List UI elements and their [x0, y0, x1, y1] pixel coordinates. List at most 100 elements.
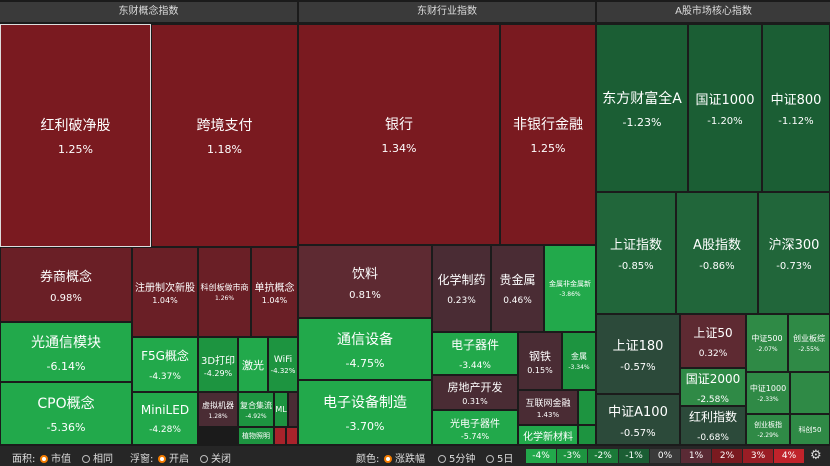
tile-change: -4.92%	[245, 412, 267, 420]
control-label: 颜色:	[356, 454, 380, 465]
tile-change: 0.32%	[698, 348, 728, 359]
treemap-tile[interactable]: MiniLED -4.28%	[132, 392, 198, 445]
tile-name: 电子设备制造	[323, 395, 407, 411]
tile-name: 创业板综	[793, 334, 825, 343]
treemap-tile[interactable]: 东方财富全A -1.23%	[596, 24, 688, 192]
tile-change: -2.55%	[798, 346, 820, 353]
tile-change: 1.18%	[207, 143, 242, 156]
treemap-tile[interactable]: 创业板指 -2.29%	[746, 414, 790, 445]
tile-change: 1.43%	[536, 411, 560, 419]
treemap-tile[interactable]: 科创50	[790, 414, 830, 445]
control-label: 浮窗:	[130, 454, 154, 465]
treemap-tile[interactable]: 券商概念 0.98%	[0, 247, 132, 322]
tile-name: 科创板做市商	[200, 283, 249, 292]
treemap-tile[interactable]: 中证1000 -2.33%	[746, 372, 790, 414]
treemap-tile[interactable]: 单抗概念 1.04%	[251, 247, 298, 337]
tile-name: 注册制次新股	[135, 283, 195, 294]
tile-change: -2.07%	[756, 346, 778, 353]
treemap-tile-small	[286, 427, 298, 445]
treemap-tile[interactable]: 银行 1.34%	[298, 24, 500, 245]
treemap-tile[interactable]: 红利破净股 1.25%	[0, 24, 151, 247]
treemap-tile[interactable]: CPO概念 -5.36%	[0, 382, 132, 445]
treemap-tile[interactable]: 植物照明	[238, 427, 274, 445]
control-label: 面积:	[12, 454, 36, 465]
treemap-tile[interactable]: 化学制药 0.23%	[432, 245, 491, 332]
radio-option[interactable]: 5日	[486, 450, 513, 465]
tile-change: -3.86%	[559, 291, 581, 298]
treemap-tile[interactable]: 沪深300 -0.73%	[758, 192, 830, 314]
tile-name: 跨境支付	[196, 118, 253, 134]
treemap-tile[interactable]: 电子设备制造 -3.70%	[298, 380, 432, 445]
treemap-tile[interactable]: 上证180 -0.57%	[596, 314, 680, 394]
tile-name: 饮料	[351, 266, 378, 282]
treemap-tile-small	[790, 372, 830, 414]
treemap-tile[interactable]: 房地产开发 0.31%	[432, 375, 518, 410]
radio-option[interactable]: 5分钟	[438, 450, 475, 465]
treemap-tile[interactable]: 创业板综 -2.55%	[788, 314, 830, 372]
treemap-tile[interactable]: 光通信模块 -6.14%	[0, 322, 132, 382]
tile-change: 1.25%	[58, 143, 93, 156]
tile-change: 0.23%	[447, 296, 476, 306]
treemap-tile[interactable]: F5G概念 -4.37%	[132, 337, 198, 392]
radio-option[interactable]: 相同	[82, 450, 113, 465]
treemap-tile[interactable]: 钢铁 0.15%	[518, 332, 562, 390]
treemap-tile[interactable]: 电子器件 -3.44%	[432, 332, 518, 375]
settings-icon[interactable]: ⚙	[810, 448, 822, 463]
treemap-tile[interactable]: 国证2000 -2.58%	[680, 368, 746, 406]
treemap-tile[interactable]: 光电子器件 -5.74%	[432, 410, 518, 445]
tile-name: 上证指数	[609, 238, 662, 253]
option-text: 开启	[169, 454, 189, 465]
radio-option[interactable]: 关闭	[200, 450, 231, 465]
treemap-tile[interactable]: 金属非金属新 -3.86%	[544, 245, 596, 332]
tile-change: -2.29%	[757, 432, 779, 439]
treemap-tile[interactable]: 金属 -3.34%	[562, 332, 596, 390]
treemap-tile[interactable]: 国证1000 -1.20%	[688, 24, 762, 192]
treemap-tile[interactable]: 化学新材料	[518, 425, 578, 445]
treemap-tile[interactable]: A股指数 -0.86%	[676, 192, 758, 314]
treemap-tile[interactable]: 注册制次新股 1.04%	[132, 247, 198, 337]
legend-swatch: -2%	[588, 449, 618, 463]
tile-name: 通信设备	[337, 331, 393, 348]
treemap-tile[interactable]: 贵金属 0.46%	[491, 245, 544, 332]
tile-name: 非银行金融	[513, 117, 583, 133]
option-text: 5分钟	[449, 454, 476, 465]
treemap-tile[interactable]: 激光	[238, 337, 268, 392]
radio-option[interactable]: 市值	[40, 450, 71, 465]
tile-change: -3.34%	[568, 364, 590, 371]
tile-name: 光通信模块	[31, 334, 101, 351]
option-text: 市值	[51, 454, 71, 465]
tile-name: 金属	[571, 352, 587, 361]
treemap-tile[interactable]: 中证800 -1.12%	[762, 24, 830, 192]
option-text: 5日	[497, 454, 514, 465]
tile-name: 复合集流	[240, 400, 272, 410]
treemap-tile[interactable]: 科创板做市商 1.26%	[198, 247, 251, 337]
panel-title: A股市场核心指数	[597, 2, 830, 22]
treemap-tile[interactable]: 上证50 0.32%	[680, 314, 746, 368]
tile-change: -0.85%	[618, 261, 654, 272]
tile-name: 中证800	[770, 93, 822, 108]
tile-name: 化学新材料	[523, 431, 573, 443]
treemap-tile[interactable]: 3D打印 -4.29%	[198, 337, 238, 392]
treemap-tile-small	[288, 392, 298, 427]
legend-swatch: 2%	[712, 449, 742, 463]
treemap-tile[interactable]: 复合集流 -4.92%	[238, 392, 274, 427]
treemap-tile[interactable]: WiFi -4.32%	[268, 337, 298, 392]
tile-change: -1.23%	[622, 115, 662, 129]
radio-option[interactable]: 涨跌幅	[384, 450, 425, 465]
treemap-tile[interactable]: 中证A100 -0.57%	[596, 394, 680, 445]
treemap-tile[interactable]: 互联网金融 1.43%	[518, 390, 578, 425]
tile-name: MiniLED	[140, 402, 190, 417]
tile-change: -1.12%	[778, 116, 814, 127]
treemap-tile[interactable]: 红利指数 -0.68%	[680, 406, 746, 445]
tile-change: -4.32%	[270, 366, 296, 375]
treemap-tile[interactable]: 非银行金融 1.25%	[500, 24, 596, 245]
treemap-tile[interactable]: 通信设备 -4.75%	[298, 318, 432, 380]
treemap-tile[interactable]: 上证指数 -0.85%	[596, 192, 676, 314]
panel-title: 东财概念指数	[0, 2, 297, 22]
treemap-tile[interactable]: 中证500 -2.07%	[746, 314, 788, 372]
treemap-tile[interactable]: ML	[274, 392, 288, 427]
treemap-tile[interactable]: 跨境支付 1.18%	[151, 24, 298, 247]
treemap-tile[interactable]: 饮料 0.81%	[298, 245, 432, 318]
treemap-tile[interactable]: 虚拟机器 1.28%	[198, 392, 238, 427]
radio-option[interactable]: 开启	[158, 450, 189, 465]
